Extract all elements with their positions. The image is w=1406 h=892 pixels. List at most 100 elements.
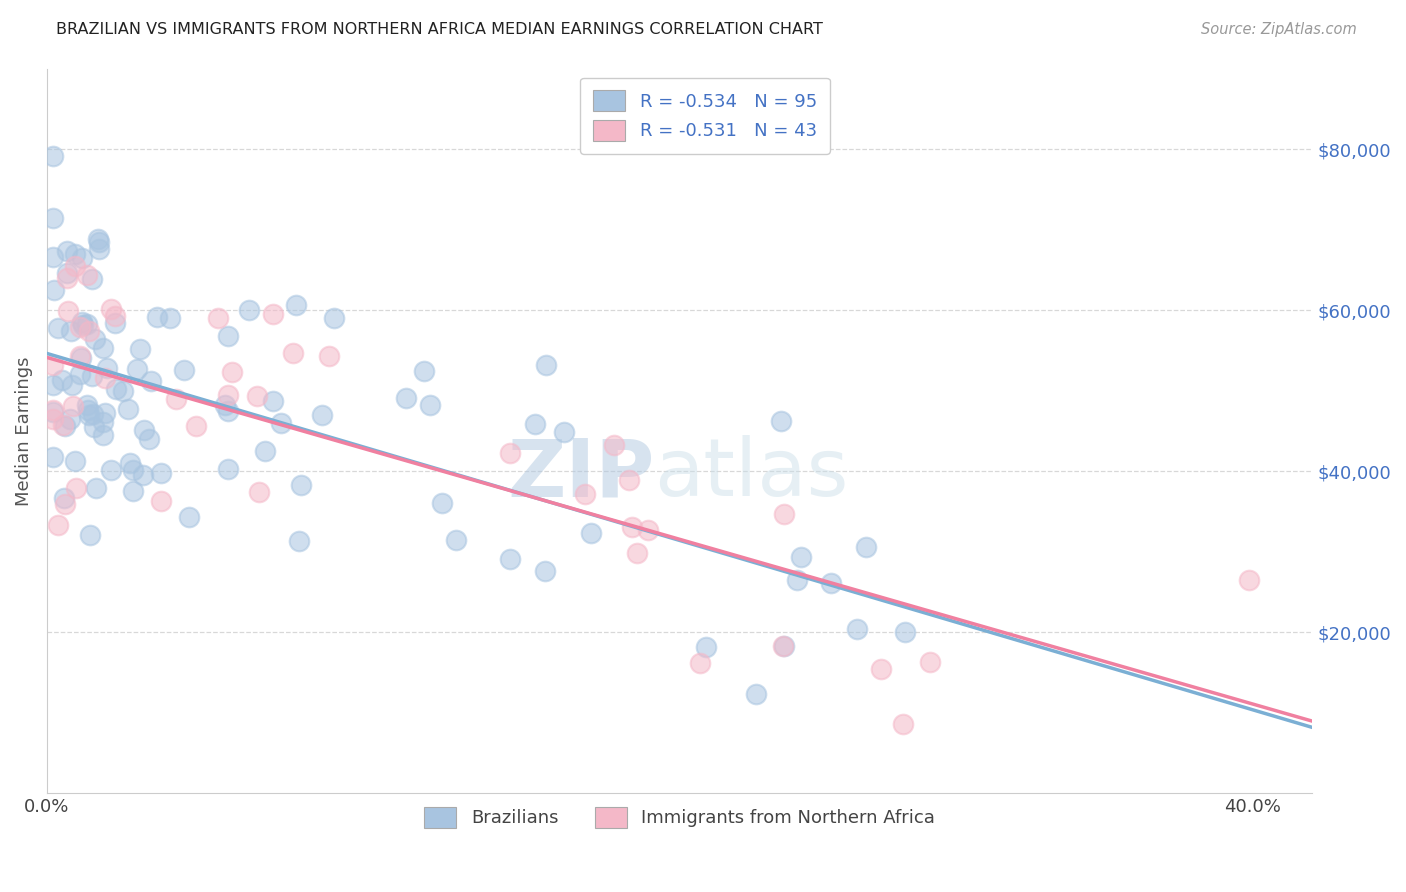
Point: [77, 408, 100, 422]
Point: [217, 329, 239, 343]
Point: [46, 518, 69, 533]
Point: [58, 304, 80, 318]
Point: [138, 432, 160, 446]
Point: [94, 371, 117, 385]
Point: [53, 419, 76, 434]
Point: [77, 403, 100, 417]
Point: [65, 481, 87, 495]
Point: [42, 450, 65, 464]
Text: atlas: atlas: [654, 435, 849, 514]
Point: [129, 342, 152, 356]
Point: [42, 405, 65, 419]
Point: [103, 316, 125, 330]
Point: [254, 444, 277, 458]
Point: [579, 525, 602, 540]
Point: [419, 398, 441, 412]
Point: [53, 491, 76, 505]
Point: [184, 419, 207, 434]
Legend: Brazilians, Immigrants from Northern Africa: Brazilians, Immigrants from Northern Afr…: [416, 800, 942, 835]
Point: [262, 308, 284, 322]
Point: [553, 425, 575, 439]
Point: [217, 461, 239, 475]
Point: [318, 349, 340, 363]
Point: [70, 251, 93, 265]
Point: [77, 324, 100, 338]
Y-axis label: Median Earnings: Median Earnings: [15, 356, 32, 506]
Point: [285, 298, 308, 312]
Point: [207, 310, 229, 325]
Point: [855, 540, 877, 554]
Point: [84, 481, 107, 495]
Point: [617, 473, 640, 487]
Point: [76, 399, 98, 413]
Point: [72, 318, 94, 332]
Point: [217, 403, 239, 417]
Point: [42, 358, 65, 372]
Point: [772, 508, 794, 522]
Point: [820, 576, 842, 591]
Point: [44, 284, 66, 298]
Point: [82, 407, 104, 421]
Point: [626, 546, 648, 560]
Point: [121, 483, 143, 498]
Point: [83, 420, 105, 434]
Point: [87, 232, 110, 246]
Point: [499, 552, 522, 566]
Point: [42, 403, 65, 417]
Point: [42, 412, 65, 426]
Point: [159, 310, 181, 325]
Point: [772, 640, 794, 654]
Point: [430, 495, 453, 509]
Point: [891, 717, 914, 731]
Point: [745, 687, 768, 701]
Point: [446, 533, 468, 548]
Point: [122, 462, 145, 476]
Point: [91, 415, 114, 429]
Point: [150, 494, 173, 508]
Point: [51, 373, 73, 387]
Point: [524, 417, 547, 431]
Point: [42, 377, 65, 392]
Point: [217, 388, 239, 402]
Point: [132, 423, 155, 437]
Text: BRAZILIAN VS IMMIGRANTS FROM NORTHERN AFRICA MEDIAN EARNINGS CORRELATION CHART: BRAZILIAN VS IMMIGRANTS FROM NORTHERN AF…: [56, 22, 823, 37]
Point: [46, 321, 69, 335]
Point: [770, 414, 793, 428]
Point: [104, 309, 127, 323]
Point: [120, 456, 142, 470]
Point: [59, 411, 82, 425]
Point: [69, 320, 91, 334]
Point: [111, 384, 134, 398]
Point: [772, 639, 794, 653]
Point: [262, 394, 284, 409]
Point: [323, 311, 346, 326]
Point: [65, 454, 87, 468]
Point: [621, 520, 644, 534]
Point: [76, 318, 98, 332]
Point: [412, 364, 434, 378]
Point: [42, 149, 65, 163]
Point: [536, 358, 558, 372]
Point: [918, 655, 941, 669]
Point: [146, 310, 169, 324]
Point: [177, 509, 200, 524]
Point: [637, 524, 659, 538]
Point: [79, 528, 101, 542]
Point: [60, 324, 83, 338]
Point: [62, 399, 84, 413]
Point: [281, 345, 304, 359]
Point: [70, 351, 93, 365]
Point: [55, 244, 77, 259]
Point: [63, 260, 86, 274]
Point: [117, 401, 139, 416]
Point: [89, 235, 111, 249]
Point: [82, 368, 104, 383]
Point: [173, 363, 195, 377]
Point: [84, 332, 107, 346]
Point: [221, 365, 243, 379]
Point: [69, 349, 91, 363]
Point: [689, 656, 711, 670]
Point: [87, 242, 110, 256]
Point: [149, 467, 172, 481]
Point: [603, 438, 626, 452]
